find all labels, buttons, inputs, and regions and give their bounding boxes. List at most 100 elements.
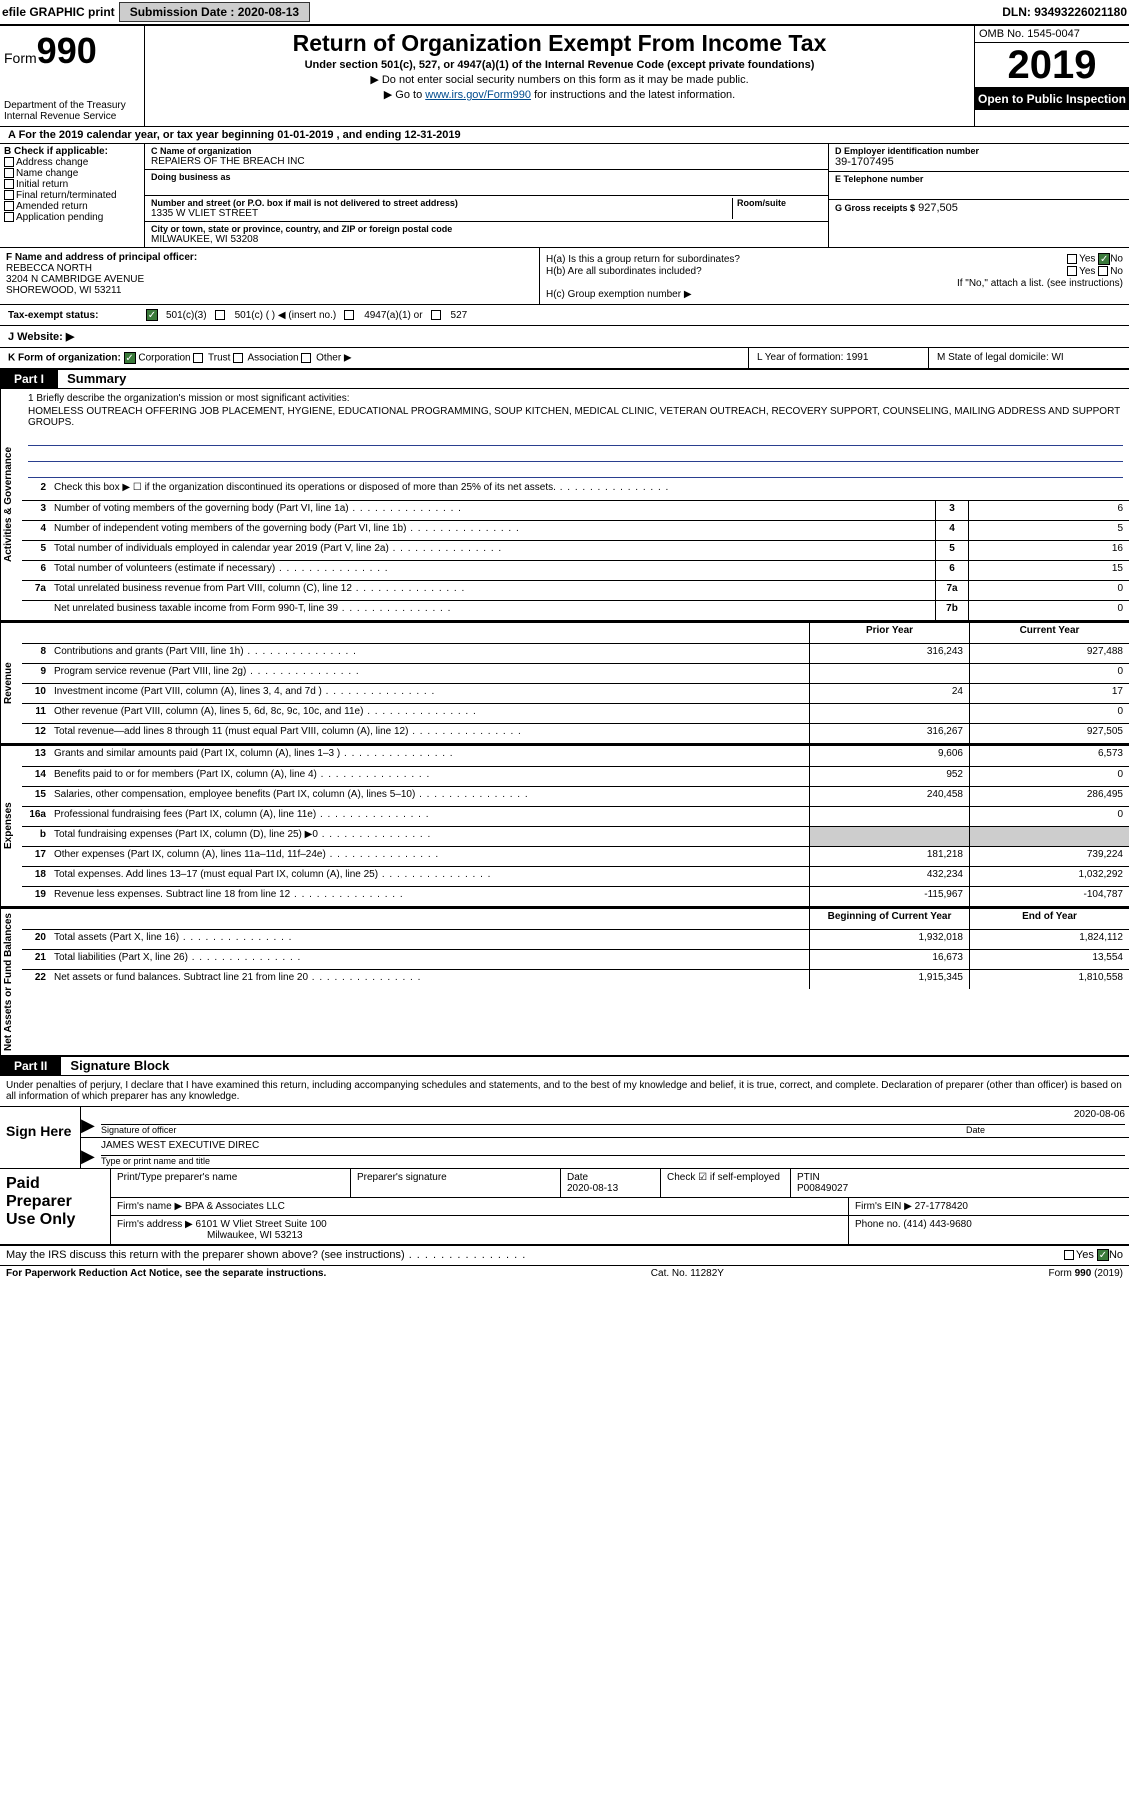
- row-k: K Form of organization: ✓ Corporation Tr…: [0, 348, 1129, 370]
- box-e: E Telephone number: [829, 172, 1129, 200]
- city-state-zip: MILWAUKEE, WI 53208: [151, 234, 822, 245]
- form-title: Return of Organization Exempt From Incom…: [149, 30, 970, 57]
- summary-line: 14Benefits paid to or for members (Part …: [22, 766, 1129, 786]
- opt-pending[interactable]: Application pending: [4, 212, 140, 223]
- summary-line: 18Total expenses. Add lines 13–17 (must …: [22, 866, 1129, 886]
- summary-line: 20Total assets (Part X, line 16)1,932,01…: [22, 929, 1129, 949]
- box-c: C Name of organization REPAIERS OF THE B…: [145, 144, 829, 247]
- col-current: Current Year: [969, 623, 1129, 643]
- opt-amended[interactable]: Amended return: [4, 201, 140, 212]
- ha-yes[interactable]: [1067, 254, 1077, 264]
- side-revenue: Revenue: [0, 623, 22, 743]
- paid-preparer-label: Paid Preparer Use Only: [0, 1169, 110, 1244]
- opt-name-change[interactable]: Name change: [4, 168, 140, 179]
- k-other[interactable]: [301, 353, 311, 363]
- h-note: If "No," attach a list. (see instruction…: [546, 278, 1123, 289]
- dept-treasury: Department of the Treasury Internal Reve…: [4, 100, 140, 122]
- footer-right: Form 990 (2019): [1049, 1268, 1123, 1279]
- side-expenses: Expenses: [0, 746, 22, 906]
- dba-row: Doing business as: [145, 170, 828, 196]
- summary-line: 22Net assets or fund balances. Subtract …: [22, 969, 1129, 989]
- h-b: H(b) Are all subordinates included? Yes …: [546, 266, 1123, 277]
- line-a: A For the 2019 calendar year, or tax yea…: [0, 126, 1129, 144]
- hb-yes[interactable]: [1067, 266, 1077, 276]
- arrow-icon: ▶: [81, 1107, 97, 1137]
- box-f: F Name and address of principal officer:…: [0, 248, 540, 304]
- footer-left: For Paperwork Reduction Act Notice, see …: [6, 1268, 326, 1279]
- h-c: H(c) Group exemption number ▶: [546, 289, 1123, 300]
- ptin: P00849027: [797, 1183, 1123, 1194]
- part1-header: Part I Summary: [0, 370, 1129, 388]
- hb-no[interactable]: [1098, 266, 1108, 276]
- summary-line: 8Contributions and grants (Part VIII, li…: [22, 643, 1129, 663]
- section-revenue: Revenue Prior Year Current Year 8Contrib…: [0, 622, 1129, 745]
- form-subtitle: Under section 501(c), 527, or 4947(a)(1)…: [149, 59, 970, 71]
- self-employed-check[interactable]: Check ☑ if self-employed: [661, 1169, 791, 1197]
- header-right: OMB No. 1545-0047 2019 Open to Public In…: [974, 26, 1129, 126]
- box-b-header: B Check if applicable:: [4, 146, 140, 157]
- underline: [28, 432, 1123, 446]
- box-m: M State of legal domicile: WI: [929, 348, 1129, 368]
- ein: 39-1707495: [835, 156, 1123, 168]
- officer-signature[interactable]: 2020-08-06 Signature of officer Date: [97, 1107, 1129, 1137]
- block-b-to-g: B Check if applicable: Address change Na…: [0, 144, 1129, 248]
- firm-phone: (414) 443-9680: [903, 1219, 971, 1230]
- prep-row-firm: Firm's name ▶ BPA & Associates LLC Firm'…: [111, 1198, 1129, 1216]
- sign-here-label: Sign Here: [0, 1107, 80, 1168]
- officer-typed-name: JAMES WEST EXECUTIVE DIREC Type or print…: [97, 1138, 1129, 1168]
- k-trust[interactable]: [193, 353, 203, 363]
- col-prior: Prior Year: [809, 623, 969, 643]
- ha-no[interactable]: ✓: [1098, 253, 1110, 265]
- k-assoc[interactable]: [233, 353, 243, 363]
- rev-header-row: Prior Year Current Year: [22, 623, 1129, 643]
- summary-line: 9Program service revenue (Part VIII, lin…: [22, 663, 1129, 683]
- section-governance: Activities & Governance 1 Briefly descri…: [0, 388, 1129, 622]
- addr-row: Number and street (or P.O. box if mail i…: [145, 196, 828, 222]
- summary-line: 10Investment income (Part VIII, column (…: [22, 683, 1129, 703]
- 527-check[interactable]: [431, 310, 441, 320]
- efile-label: efile GRAPHIC print: [2, 5, 115, 19]
- box-b: B Check if applicable: Address change Na…: [0, 144, 145, 247]
- summary-line: 19Revenue less expenses. Subtract line 1…: [22, 886, 1129, 906]
- dln: DLN: 93493226021180: [1002, 5, 1127, 19]
- col-beginning: Beginning of Current Year: [809, 909, 969, 929]
- col-end: End of Year: [969, 909, 1129, 929]
- opt-address-change[interactable]: Address change: [4, 157, 140, 168]
- underline: [28, 448, 1123, 462]
- exp-body: 13Grants and similar amounts paid (Part …: [22, 746, 1129, 906]
- summary-line: 15Salaries, other compensation, employee…: [22, 786, 1129, 806]
- k-corp[interactable]: ✓: [124, 352, 136, 364]
- 4947-check[interactable]: [344, 310, 354, 320]
- paid-preparer-block: Paid Preparer Use Only Print/Type prepar…: [0, 1169, 1129, 1246]
- prep-row-1: Print/Type preparer's name Preparer's si…: [111, 1169, 1129, 1198]
- 501c-check[interactable]: [215, 310, 225, 320]
- discuss-no[interactable]: ✓: [1097, 1249, 1109, 1261]
- mission-label: 1 Briefly describe the organization's mi…: [22, 389, 1129, 406]
- net-header-row: Beginning of Current Year End of Year: [22, 909, 1129, 929]
- submission-date-btn[interactable]: Submission Date : 2020-08-13: [119, 2, 310, 22]
- irs-link[interactable]: www.irs.gov/Form990: [425, 89, 531, 101]
- opt-initial-return[interactable]: Initial return: [4, 179, 140, 190]
- box-h: H(a) Is this a group return for subordin…: [540, 248, 1129, 304]
- open-public: Open to Public Inspection: [975, 88, 1129, 110]
- side-governance: Activities & Governance: [0, 389, 22, 620]
- form-header: Form990 Department of the Treasury Inter…: [0, 24, 1129, 126]
- arrow-icon: ▶: [81, 1138, 97, 1168]
- summary-line: 4Number of independent voting members of…: [22, 520, 1129, 540]
- right-col-deg: D Employer identification number 39-1707…: [829, 144, 1129, 247]
- summary-line: 12Total revenue—add lines 8 through 11 (…: [22, 723, 1129, 743]
- side-net: Net Assets or Fund Balances: [0, 909, 22, 1055]
- footer: For Paperwork Reduction Act Notice, see …: [0, 1266, 1129, 1281]
- omb-number: OMB No. 1545-0047: [975, 26, 1129, 43]
- discuss-yes[interactable]: [1064, 1250, 1074, 1260]
- box-d: D Employer identification number 39-1707…: [829, 144, 1129, 172]
- box-g: G Gross receipts $ 927,505: [829, 200, 1129, 228]
- summary-line: 13Grants and similar amounts paid (Part …: [22, 746, 1129, 766]
- firm-name: BPA & Associates LLC: [185, 1201, 285, 1212]
- 501c3-check[interactable]: ✓: [146, 309, 158, 321]
- section-net-assets: Net Assets or Fund Balances Beginning of…: [0, 908, 1129, 1057]
- box-k: K Form of organization: ✓ Corporation Tr…: [0, 348, 749, 368]
- summary-line: bTotal fundraising expenses (Part IX, co…: [22, 826, 1129, 846]
- opt-final-return[interactable]: Final return/terminated: [4, 190, 140, 201]
- header-mid: Return of Organization Exempt From Incom…: [145, 26, 974, 126]
